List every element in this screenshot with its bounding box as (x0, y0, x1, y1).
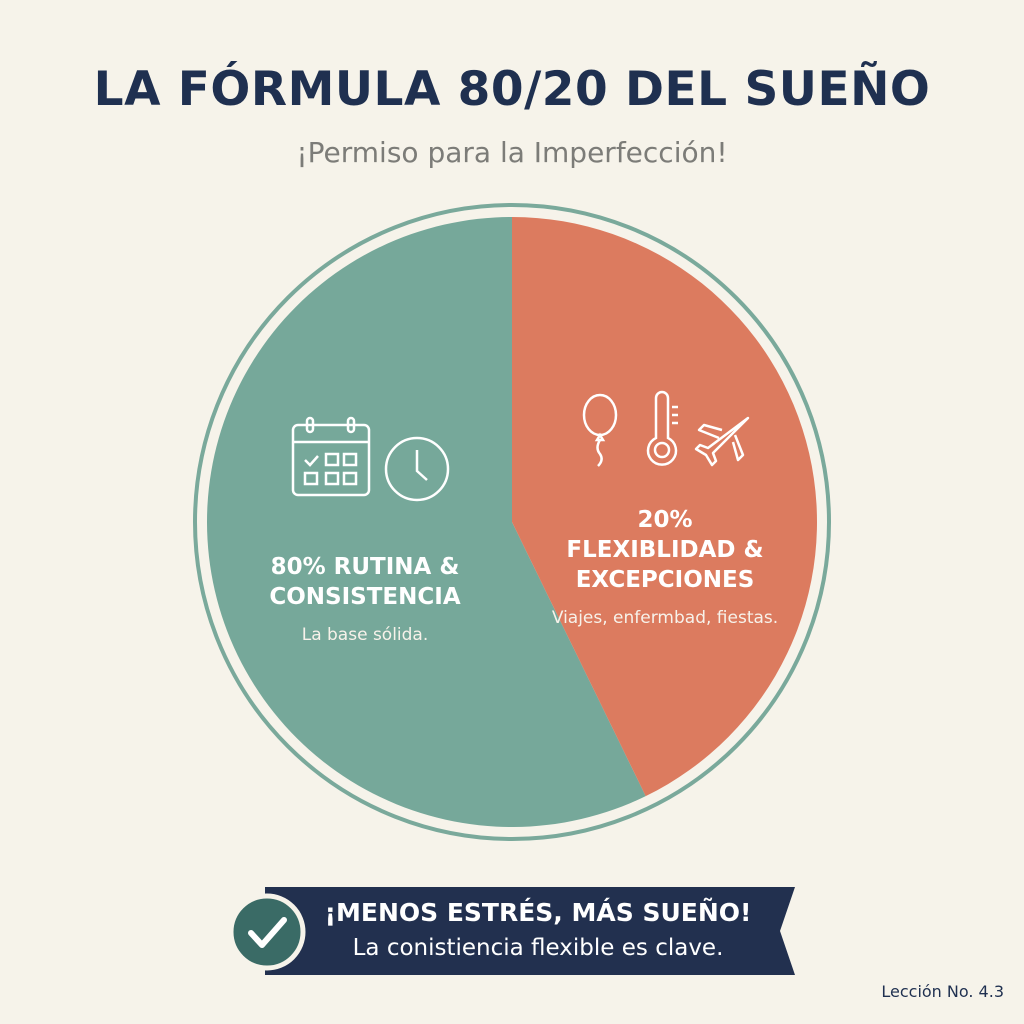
slice-description: Viajes, enfermbad, fiestas. (551, 608, 779, 628)
check-icon (228, 893, 306, 971)
clock-icon (384, 436, 450, 502)
calendar-icon (291, 416, 371, 497)
slice-percent: 20% (637, 507, 693, 533)
banner-text: La conistiencia flexible es clave. (352, 935, 724, 961)
pie-slice-routine (207, 217, 646, 827)
slice-name: 80% RUTINA & CONSISTENCIA (269, 554, 461, 610)
slice-label-routine: 80% RUTINA & CONSISTENCIA La base sólida… (245, 552, 485, 650)
page-title: LA FÓRMULA 80/20 DEL SUEÑO (93, 62, 931, 117)
slice-label-flex: 20% FLEXIBLIDAD & EXCEPCIONES Viajes, en… (545, 505, 785, 633)
page-subtitle: ¡Permiso para la Imperfección! (296, 136, 728, 169)
thermometer-icon (646, 390, 678, 466)
lesson-number: Lección No. 4.3 (881, 982, 1004, 1001)
pie-slice-flexibility (512, 217, 818, 797)
airplane-icon (694, 416, 750, 467)
banner (265, 887, 795, 975)
slice-description: La base sólida. (301, 625, 429, 645)
banner-title: ¡MENOS ESTRÉS, MÁS SUEÑO! (324, 898, 752, 927)
balloon-icon (582, 393, 618, 467)
pie-outer-ring (193, 203, 831, 841)
slice-name: FLEXIBLIDAD & EXCEPCIONES (566, 537, 764, 593)
